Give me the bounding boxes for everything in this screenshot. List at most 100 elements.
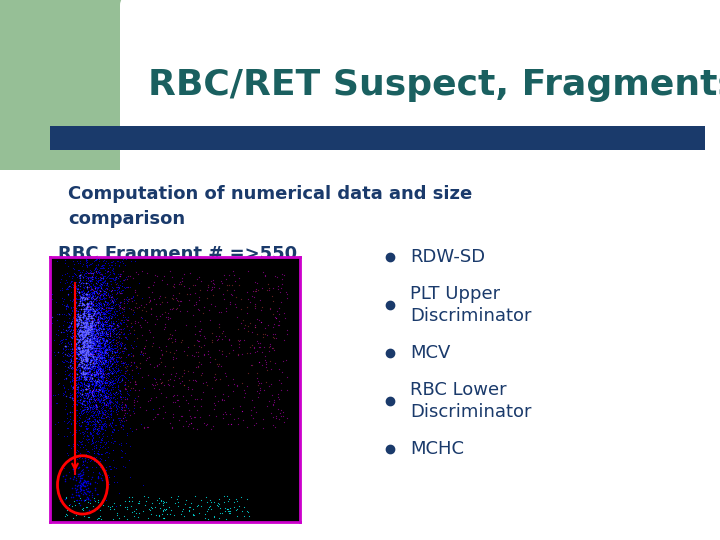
Point xyxy=(228,380,239,388)
Point xyxy=(73,413,84,421)
Point xyxy=(77,313,89,322)
Point xyxy=(69,415,81,423)
Point xyxy=(98,300,109,308)
Point xyxy=(90,377,102,386)
Point xyxy=(86,314,97,323)
Point xyxy=(87,387,99,395)
Point xyxy=(81,314,93,322)
Point xyxy=(93,390,104,399)
Point xyxy=(123,496,135,505)
Point xyxy=(90,379,102,388)
Point xyxy=(113,303,125,312)
Point xyxy=(58,383,70,392)
Point xyxy=(96,334,108,343)
Point xyxy=(95,320,107,328)
Point xyxy=(157,505,168,514)
Point xyxy=(81,366,92,374)
Point xyxy=(94,415,105,424)
Point xyxy=(264,347,275,355)
Point xyxy=(96,355,107,363)
Point xyxy=(64,327,76,335)
Point xyxy=(95,380,107,389)
Point xyxy=(80,333,91,342)
Point xyxy=(96,371,107,380)
Point xyxy=(78,343,89,352)
Point xyxy=(86,370,98,379)
Point xyxy=(99,312,111,321)
Point xyxy=(78,461,89,469)
Point xyxy=(102,381,113,389)
Point xyxy=(94,286,105,295)
Point xyxy=(93,309,104,318)
Point xyxy=(68,259,80,268)
Point xyxy=(103,322,114,330)
Point xyxy=(75,399,86,407)
Point xyxy=(64,362,76,370)
Point xyxy=(222,507,233,515)
Point xyxy=(106,341,117,349)
Point xyxy=(78,322,90,331)
Point xyxy=(100,335,112,343)
Point xyxy=(67,383,78,392)
Point xyxy=(110,275,122,284)
Point xyxy=(85,365,96,374)
Point xyxy=(73,362,85,370)
Point xyxy=(91,353,103,361)
Point xyxy=(81,335,92,344)
Point xyxy=(94,372,105,381)
Point xyxy=(79,385,91,394)
Point xyxy=(102,357,113,366)
Point xyxy=(73,409,84,417)
Point xyxy=(264,303,276,312)
Point xyxy=(65,354,76,362)
Point xyxy=(86,492,98,501)
Point xyxy=(280,288,292,296)
Point xyxy=(89,374,101,383)
Point xyxy=(106,321,117,330)
Point xyxy=(95,333,107,341)
Point xyxy=(107,369,118,378)
Point xyxy=(160,497,171,506)
Point xyxy=(198,350,210,359)
Point xyxy=(81,326,93,334)
Point xyxy=(75,330,86,339)
Point xyxy=(118,417,130,426)
Point xyxy=(81,294,92,303)
Point xyxy=(85,452,96,461)
Point xyxy=(127,293,139,301)
Point xyxy=(82,338,94,347)
Point xyxy=(128,308,140,317)
Point xyxy=(75,366,86,374)
Point xyxy=(193,358,204,367)
Point xyxy=(76,380,87,389)
Point xyxy=(77,342,89,350)
Point xyxy=(84,273,95,281)
Point xyxy=(130,394,141,402)
Point xyxy=(109,437,120,445)
Point xyxy=(92,370,104,379)
Point xyxy=(84,345,96,353)
Point xyxy=(91,329,103,338)
Point xyxy=(84,305,95,314)
Point xyxy=(78,295,90,303)
Point xyxy=(166,305,177,313)
Point xyxy=(86,350,98,359)
Point xyxy=(79,330,91,339)
Point xyxy=(89,319,100,328)
Point xyxy=(99,331,110,340)
Point xyxy=(82,368,94,377)
Point xyxy=(64,310,76,319)
Point xyxy=(66,381,77,390)
Point xyxy=(80,321,91,330)
Point xyxy=(80,309,91,318)
Point xyxy=(129,378,140,387)
Point xyxy=(104,418,116,427)
Point xyxy=(114,301,125,309)
Point xyxy=(84,340,95,349)
Point xyxy=(66,302,77,311)
Point xyxy=(108,298,120,307)
Point xyxy=(267,421,279,429)
Point xyxy=(59,405,71,414)
Point xyxy=(69,342,81,350)
Point xyxy=(76,385,88,394)
